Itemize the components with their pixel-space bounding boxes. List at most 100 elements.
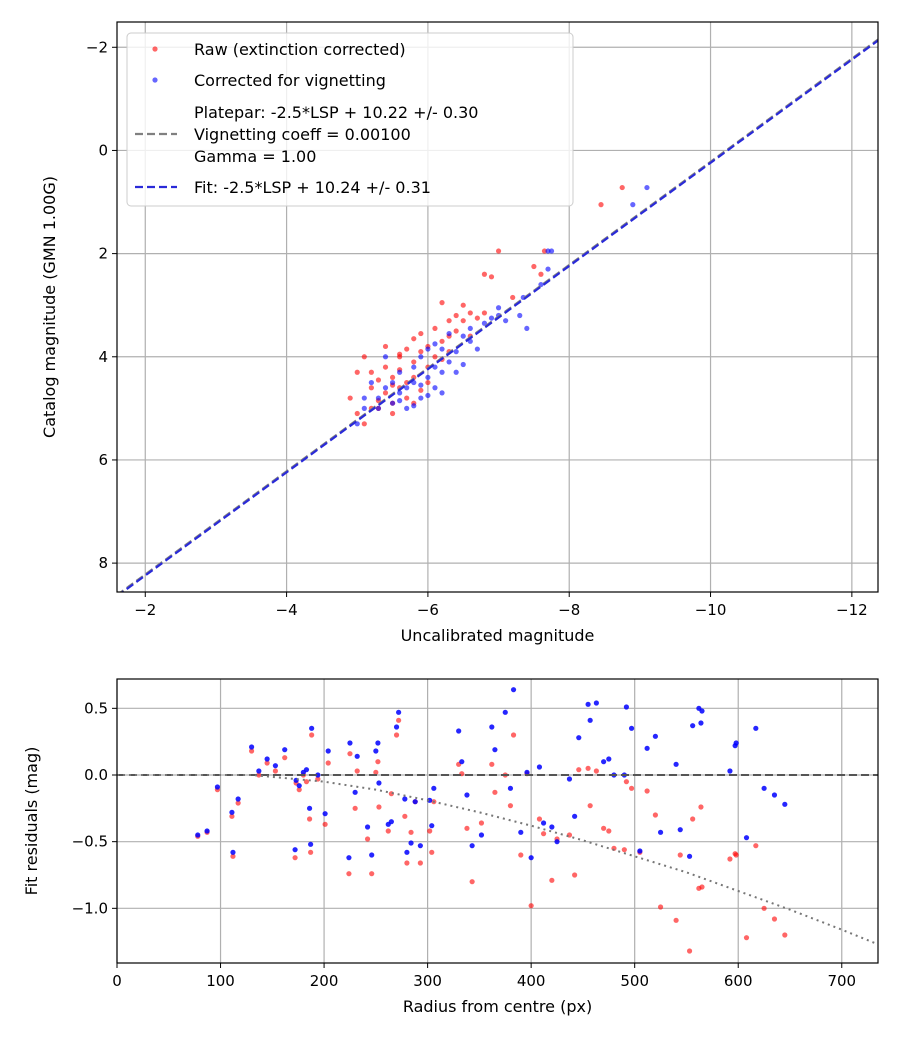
corrected-residual-point bbox=[235, 796, 241, 802]
corrected-point bbox=[517, 312, 523, 319]
raw-point bbox=[418, 349, 424, 355]
corrected-residual-point bbox=[652, 733, 658, 739]
raw-point bbox=[368, 385, 374, 391]
corrected-point bbox=[453, 369, 459, 375]
raw-point bbox=[495, 248, 502, 254]
x-tick-label: 200 bbox=[310, 972, 339, 990]
raw-point bbox=[488, 274, 495, 280]
raw-residual-point bbox=[373, 769, 379, 775]
raw-point bbox=[361, 421, 367, 427]
raw-residual-point bbox=[376, 804, 382, 810]
raw-residual-point bbox=[623, 779, 630, 785]
raw-point bbox=[474, 315, 480, 321]
raw-residual-point bbox=[690, 816, 696, 822]
raw-point bbox=[389, 374, 396, 381]
corrected-residual-point bbox=[456, 728, 462, 734]
corrected-residual-point bbox=[554, 839, 560, 845]
raw-residual-point bbox=[576, 767, 582, 773]
raw-residual-point bbox=[587, 803, 593, 809]
corrected-point bbox=[368, 379, 374, 386]
raw-point bbox=[397, 354, 403, 360]
raw-residual-point bbox=[404, 860, 410, 866]
x-tick-label: 400 bbox=[517, 972, 546, 990]
y-tick-label: 4 bbox=[98, 348, 108, 366]
raw-point bbox=[460, 302, 466, 308]
raw-residual-point bbox=[540, 831, 547, 837]
corrected-residual-point bbox=[727, 768, 733, 774]
raw-residual-point bbox=[628, 785, 635, 791]
raw-residual-point bbox=[677, 852, 683, 858]
corrected-residual-point bbox=[214, 784, 221, 790]
raw-residual-point bbox=[733, 852, 739, 858]
raw-residual-point bbox=[478, 820, 485, 826]
corrected-residual-point bbox=[346, 855, 352, 861]
y-tick-label: −2 bbox=[86, 38, 108, 56]
raw-residual-point bbox=[761, 905, 767, 911]
x-tick-label: 600 bbox=[724, 972, 753, 990]
corrected-residual-point bbox=[528, 855, 534, 861]
corrected-point bbox=[397, 369, 403, 375]
raw-residual-point bbox=[753, 843, 759, 849]
corrected-residual-point bbox=[753, 725, 759, 731]
corrected-point bbox=[524, 325, 530, 332]
corrected-residual-point bbox=[309, 725, 315, 731]
corrected-point bbox=[361, 405, 367, 411]
raw-point bbox=[375, 377, 382, 383]
raw-point bbox=[425, 379, 431, 386]
raw-point bbox=[531, 263, 537, 270]
corrected-point bbox=[503, 318, 509, 324]
corrected-residual-point bbox=[315, 772, 321, 778]
corrected-residual-point bbox=[677, 827, 683, 833]
raw-point bbox=[354, 410, 360, 417]
raw-residual-point bbox=[230, 853, 236, 859]
corrected-residual-point bbox=[282, 747, 288, 753]
corrected-residual-point bbox=[593, 700, 599, 706]
raw-residual-point bbox=[464, 825, 470, 831]
raw-point bbox=[354, 369, 360, 375]
corrected-point bbox=[389, 400, 396, 406]
legend-platepar-label: Platepar: -2.5*LSP + 10.22 +/- 0.30 bbox=[194, 103, 478, 122]
x-tick-label: −6 bbox=[417, 601, 439, 619]
corrected-residual-point bbox=[256, 768, 262, 774]
x-tick-label: 0 bbox=[112, 972, 122, 990]
corrected-point bbox=[439, 369, 445, 375]
corrected-residual-point bbox=[402, 796, 408, 802]
raw-residual-point bbox=[408, 829, 414, 835]
corrected-residual-point bbox=[507, 785, 514, 791]
corrected-residual-point bbox=[637, 848, 643, 854]
corrected-residual-point bbox=[325, 748, 331, 754]
corrected-residual-point bbox=[296, 783, 302, 789]
corrected-residual-point bbox=[369, 852, 375, 858]
y-tick-label: 8 bbox=[98, 554, 108, 572]
corrected-residual-point bbox=[404, 849, 410, 855]
raw-point bbox=[382, 343, 389, 350]
raw-residual-point bbox=[601, 825, 607, 831]
corrected-residual-point bbox=[352, 789, 358, 795]
legend-fit-label: Fit: -2.5*LSP + 10.24 +/- 0.31 bbox=[194, 178, 431, 197]
raw-point bbox=[432, 325, 438, 332]
raw-point bbox=[619, 184, 625, 191]
corrected-point bbox=[439, 346, 445, 352]
raw-point bbox=[538, 271, 544, 277]
corrected-residual-point bbox=[698, 720, 704, 726]
raw-residual-point bbox=[309, 732, 315, 738]
corrected-residual-point bbox=[469, 843, 475, 849]
raw-residual-point bbox=[354, 768, 360, 774]
corrected-residual-point bbox=[195, 832, 201, 838]
corrected-point bbox=[382, 385, 389, 391]
vignetting-curve bbox=[117, 774, 878, 946]
raw-residual-point bbox=[229, 813, 235, 819]
corrected-residual-point bbox=[549, 824, 555, 830]
raw-residual-point bbox=[489, 761, 495, 767]
corrected-point bbox=[630, 202, 636, 208]
raw-residual-point bbox=[686, 948, 693, 954]
corrected-residual-point bbox=[623, 704, 630, 710]
raw-point bbox=[481, 310, 488, 316]
raw-residual-point bbox=[429, 849, 435, 855]
corrected-point bbox=[375, 395, 382, 401]
corrected-point bbox=[389, 379, 396, 386]
corrected-point bbox=[425, 346, 431, 352]
raw-residual-point bbox=[644, 788, 650, 794]
raw-point bbox=[467, 310, 473, 316]
corrected-point bbox=[425, 374, 431, 381]
